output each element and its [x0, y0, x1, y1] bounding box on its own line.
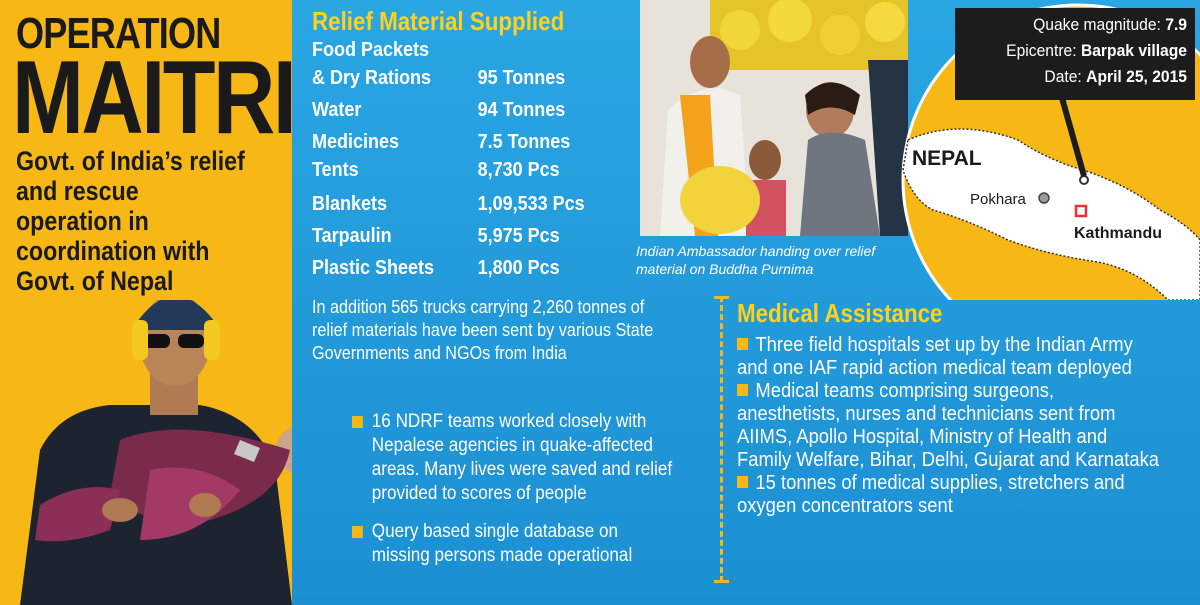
relief-value: 94 Tonnes: [477, 99, 566, 121]
ndrf-bullet: 16 NDRF teams worked closely with Nepale…: [352, 410, 676, 506]
database-bullet: Query based single database on missing p…: [352, 520, 676, 568]
relief-value: 1,800 Pcs: [477, 257, 560, 279]
relief-value: 95 Tonnes: [477, 67, 566, 89]
relief-item: Plastic Sheets: [312, 257, 435, 279]
bullet-square-icon: [352, 416, 363, 428]
relief-item: Water: [312, 99, 362, 121]
epicentre-value: Barpak village: [1080, 41, 1187, 60]
medical-bullet-text: 15 tonnes of medical supplies, stretcher…: [737, 472, 1125, 517]
ambassador-photo: [640, 0, 908, 236]
additional-trucks-text: In addition 565 trucks carrying 2,260 to…: [312, 297, 654, 363]
dashed-divider: [720, 296, 723, 582]
relief-title: Relief Material Supplied: [312, 6, 565, 36]
date-line: Date: April 25, 2015: [981, 64, 1187, 90]
quake-info-box: Quake magnitude: 7.9 Epicentre: Barpak v…: [955, 8, 1195, 100]
date-value: April 25, 2015: [1086, 67, 1187, 86]
relief-item: Tarpaulin: [312, 225, 392, 247]
medical-bullet-text: Medical teams comprising surgeons, anest…: [737, 380, 1160, 471]
relief-value: 7.5 Tonnes: [477, 131, 571, 153]
relief-item: Blankets: [312, 193, 388, 215]
ndrf-bullets: 16 NDRF teams worked closely with Nepale…: [352, 410, 712, 568]
soldier-rescue-photo: [0, 300, 292, 605]
date-label: Date:: [1044, 67, 1082, 86]
ndrf-bullet-text: 16 NDRF teams worked closely with Nepale…: [371, 411, 673, 504]
relief-item: & Dry Rations: [312, 67, 432, 89]
relief-item: Medicines: [312, 131, 400, 153]
epicentre-line: Epicentre: Barpak village: [981, 38, 1187, 64]
database-bullet-text: Query based single database on missing p…: [371, 521, 633, 566]
relief-value: 5,975 Pcs: [477, 225, 560, 247]
magnitude-line: Quake magnitude: 7.9: [981, 12, 1187, 38]
medical-bullet: 15 tonnes of medical supplies, stretcher…: [737, 472, 1160, 518]
medical-list: Three field hospitals set up by the Indi…: [737, 334, 1197, 518]
relief-item: Tents: [312, 159, 359, 181]
relief-value: 1,09,533 Pcs: [477, 193, 585, 215]
bullet-square-icon: [737, 476, 749, 488]
epicentre-label: Epicentre:: [1006, 41, 1077, 60]
relief-value: 8,730 Pcs: [477, 159, 560, 181]
photo-caption: Indian Ambassador handing over relief ma…: [636, 243, 876, 277]
divider-cap: [714, 296, 729, 299]
medical-title: Medical Assistance: [737, 298, 943, 328]
relief-item: Food Packets: [312, 39, 430, 61]
map-country-label: NEPAL: [912, 147, 982, 170]
medical-bullet: Three field hospitals set up by the Indi…: [737, 334, 1160, 380]
map-city-pokhara: Pokhara: [970, 191, 1027, 208]
medical-bullet-text: Three field hospitals set up by the Indi…: [737, 334, 1133, 379]
medical-bullet: Medical teams comprising surgeons, anest…: [737, 380, 1160, 472]
bullet-square-icon: [737, 338, 749, 350]
title-maitri: MAITRI: [12, 40, 292, 156]
left-panel: OPERATION MAITRI Govt. of India’s relief…: [0, 0, 292, 605]
divider-cap: [714, 580, 729, 583]
magnitude-label: Quake magnitude:: [1033, 15, 1161, 34]
title-operation: OPERATION: [16, 9, 221, 58]
bullet-square-icon: [352, 526, 363, 538]
subtitle: Govt. of India’s relief and rescue opera…: [16, 146, 245, 296]
bullet-square-icon: [737, 384, 749, 396]
magnitude-value: 7.9: [1165, 15, 1187, 34]
map-city-kathmandu: Kathmandu: [1074, 225, 1162, 242]
